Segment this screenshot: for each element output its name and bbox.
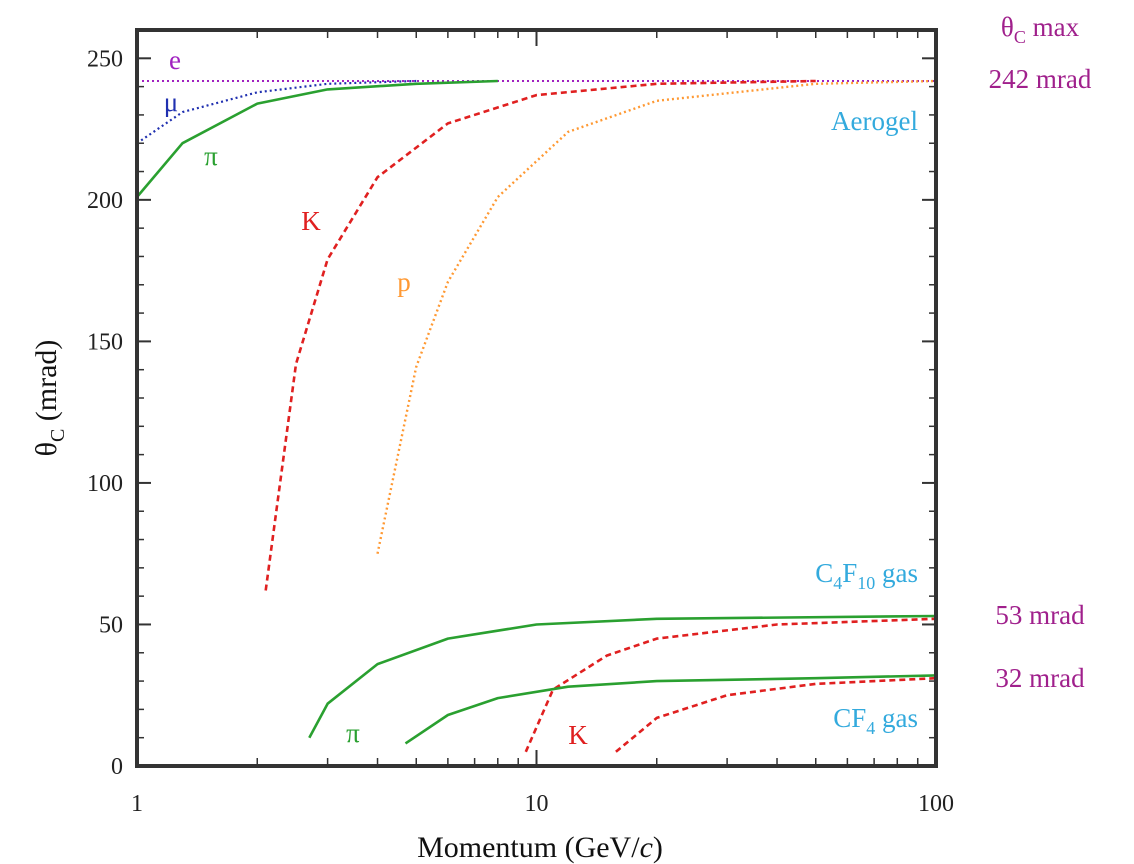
label-k-aerogel: K bbox=[301, 206, 321, 236]
label-k-gas: K bbox=[568, 720, 588, 750]
x-tick-label: 100 bbox=[918, 791, 954, 817]
label-242-mrad: 242 mrad bbox=[989, 64, 1092, 94]
x-axis-title: Momentum (GeV/c) bbox=[417, 831, 663, 864]
label-c4f10-gas: C4F10 gas bbox=[815, 558, 918, 593]
label-aerogel: Aerogel bbox=[831, 106, 918, 136]
curve-k-c4f10 bbox=[524, 617, 937, 753]
y-tick-label: 200 bbox=[87, 188, 123, 214]
y-tick-label: 150 bbox=[87, 329, 123, 355]
y-tick-label: 50 bbox=[99, 612, 123, 638]
curve-p-aerogel bbox=[376, 79, 937, 554]
label-pi-gas: π bbox=[346, 718, 360, 748]
label-cf4-gas: CF4 gas bbox=[833, 703, 918, 738]
label-mu: μ bbox=[164, 87, 178, 117]
curve-pi-cf4 bbox=[404, 674, 937, 745]
label-theta-max: θC max bbox=[1001, 12, 1080, 47]
label-32-mrad: 32 mrad bbox=[995, 663, 1085, 693]
plot-frame bbox=[135, 28, 938, 768]
curve-mu-aerogel bbox=[136, 79, 417, 145]
x-tick-label: 10 bbox=[525, 791, 549, 817]
tick-layer: 0 50 100 150 200 250 1 10 100 bbox=[87, 30, 954, 817]
curve-k-cf4 bbox=[615, 676, 937, 753]
curve-layer bbox=[136, 79, 937, 753]
curve-k-aerogel bbox=[264, 79, 816, 591]
label-p-aerogel: p bbox=[397, 267, 411, 297]
curve-pi-aerogel bbox=[136, 79, 498, 198]
label-pi-aerogel: π bbox=[204, 141, 218, 171]
y-tick-label: 250 bbox=[87, 46, 123, 72]
curve-pi-c4f10 bbox=[308, 614, 937, 739]
x-tick-label: 1 bbox=[131, 791, 143, 817]
y-tick-label: 100 bbox=[87, 471, 123, 497]
label-53-mrad: 53 mrad bbox=[995, 600, 1085, 630]
y-axis-title: θC (mrad) bbox=[30, 340, 69, 457]
y-tick-label: 0 bbox=[111, 754, 123, 780]
label-e: e bbox=[169, 45, 181, 75]
